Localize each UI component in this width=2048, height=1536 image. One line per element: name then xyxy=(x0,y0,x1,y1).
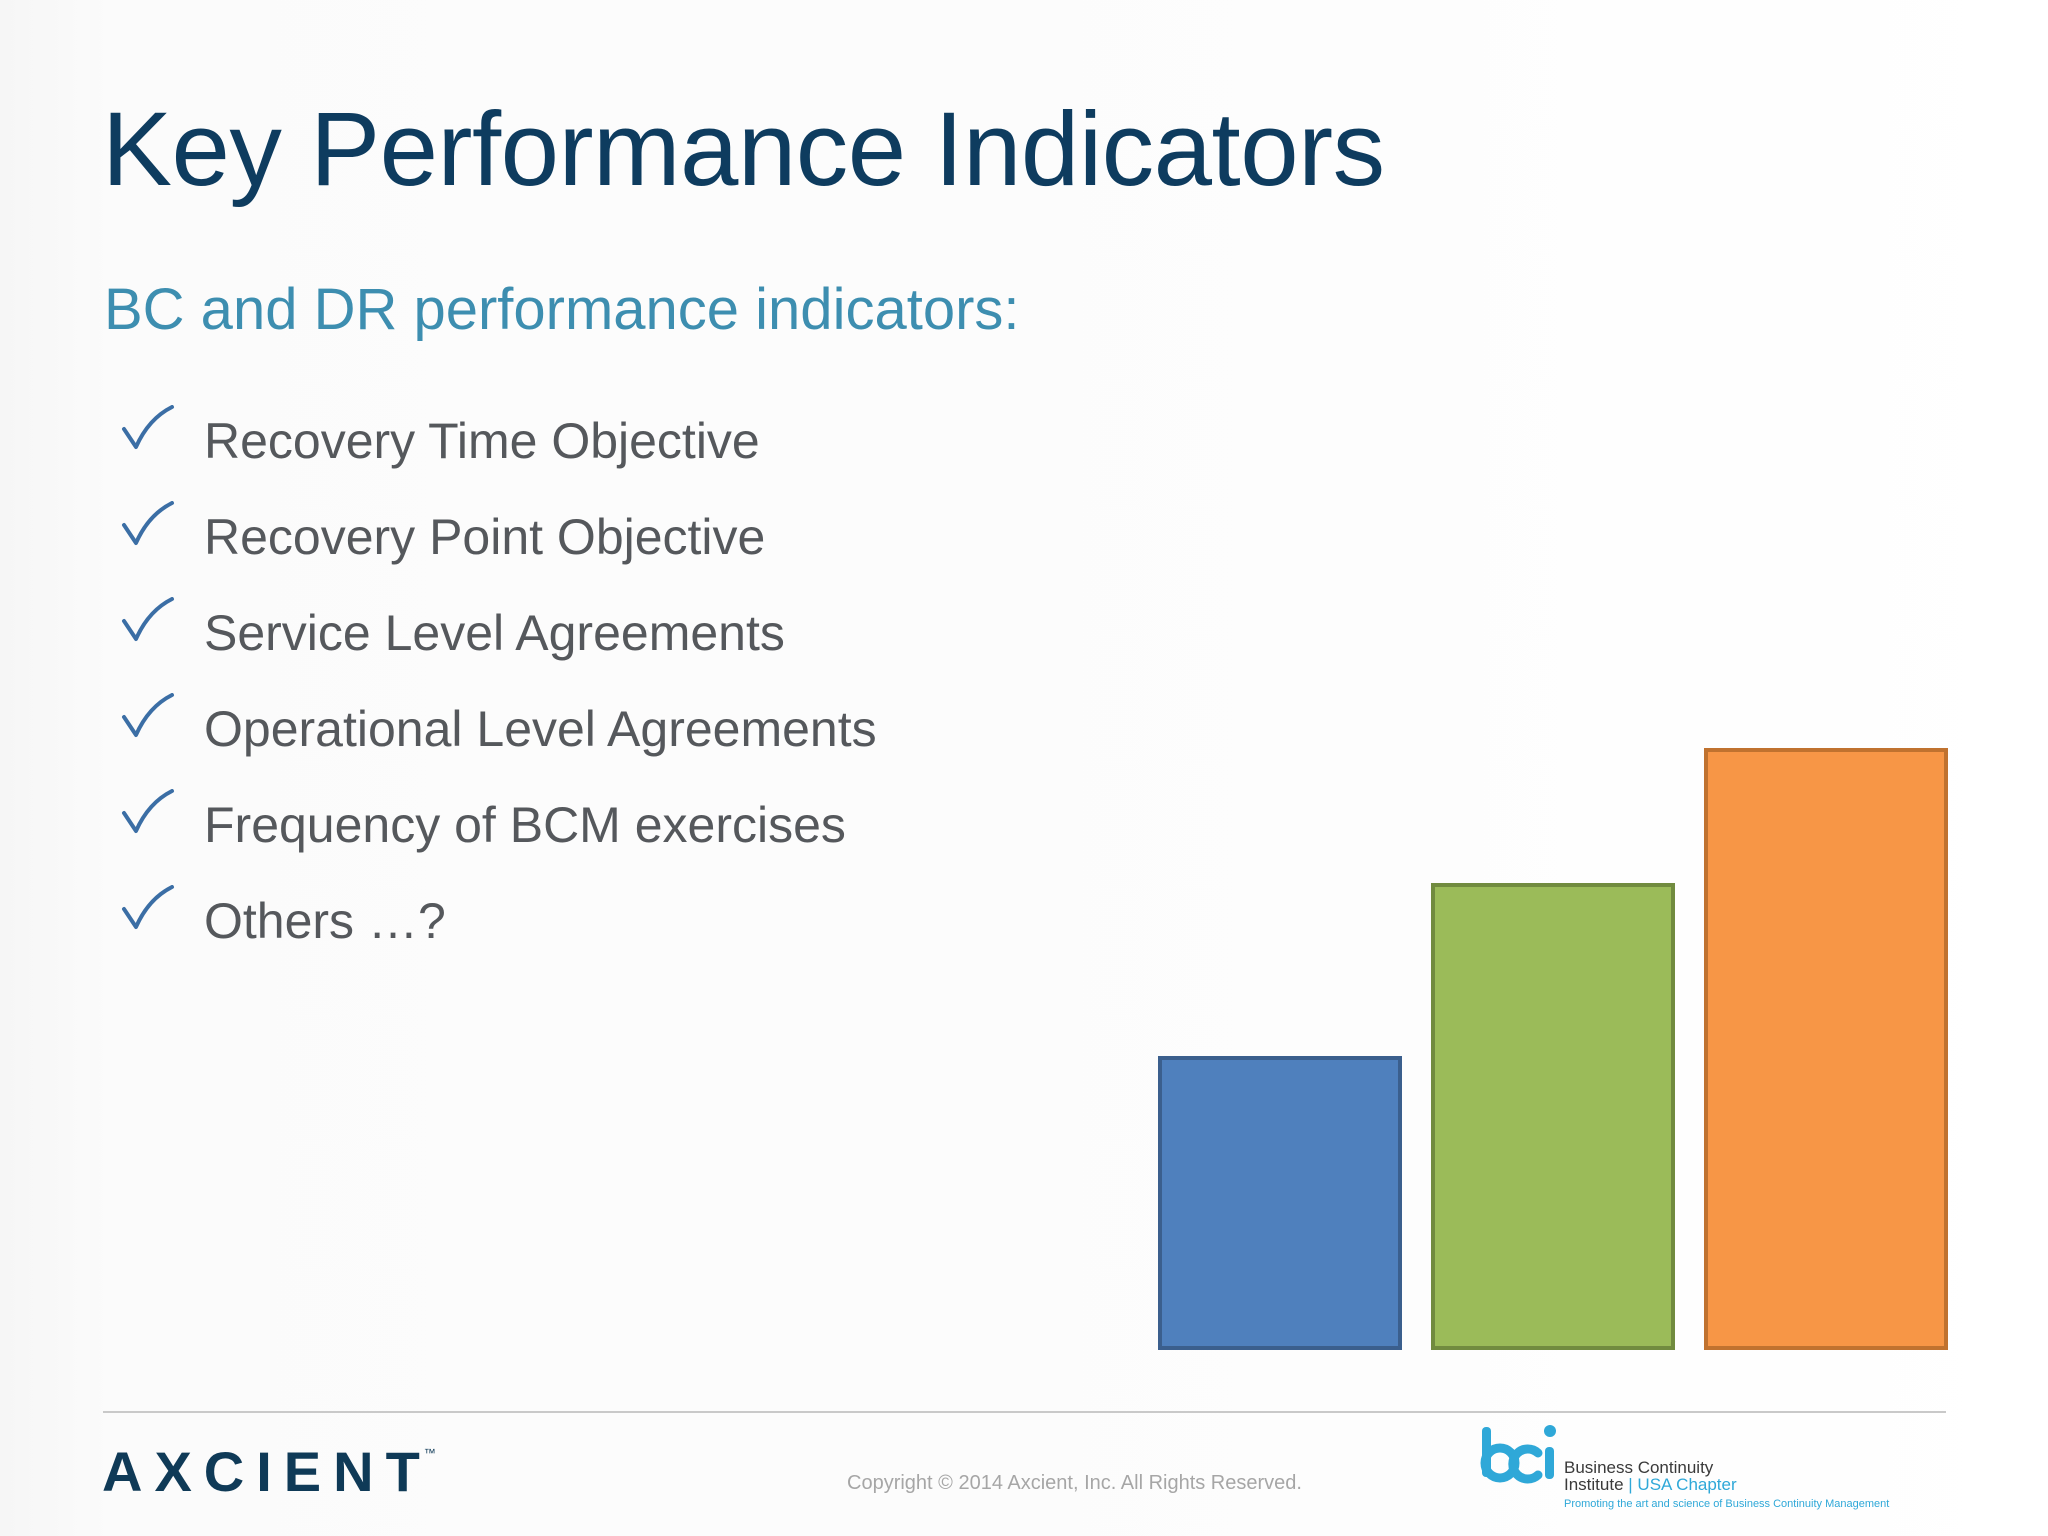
bullet-item: Service Level Agreements xyxy=(120,597,877,693)
checkmark-icon xyxy=(122,501,174,545)
axcient-logo: AXCIENT ™ xyxy=(102,1440,436,1510)
bullet-list: Recovery Time Objective Recovery Point O… xyxy=(120,405,877,981)
checkmark-icon xyxy=(122,693,174,737)
checkmark-icon xyxy=(122,789,174,833)
footer-divider xyxy=(103,1411,1946,1413)
bullet-label: Frequency of BCM exercises xyxy=(204,797,846,853)
bullet-item: Recovery Point Objective xyxy=(120,501,877,597)
bci-name-line1: Business Continuity xyxy=(1564,1458,1714,1477)
checkmark-icon xyxy=(122,597,174,641)
slide-title: Key Performance Indicators xyxy=(102,91,1385,208)
bci-separator: | xyxy=(1623,1475,1638,1494)
bar-3 xyxy=(1704,748,1948,1350)
bullet-label: Operational Level Agreements xyxy=(204,701,877,757)
bci-name-line2: Institute | USA Chapter xyxy=(1564,1476,1737,1493)
axcient-wordmark: AXCIENT xyxy=(102,1440,432,1503)
bci-chapter: USA Chapter xyxy=(1637,1475,1737,1494)
bullet-item: Frequency of BCM exercises xyxy=(120,789,877,885)
bullet-label: Recovery Time Objective xyxy=(204,413,760,469)
bullet-item: Recovery Time Objective xyxy=(120,405,877,501)
bullet-label: Service Level Agreements xyxy=(204,605,785,661)
slide-subtitle: BC and DR performance indicators: xyxy=(104,277,1020,342)
checkmark-icon xyxy=(122,405,174,449)
bar-1 xyxy=(1158,1056,1402,1350)
bar-2 xyxy=(1431,883,1675,1350)
bullet-item: Operational Level Agreements xyxy=(120,693,877,789)
bullet-item: Others …? xyxy=(120,885,877,981)
bci-institute: Institute xyxy=(1564,1475,1624,1494)
bullet-label: Others …? xyxy=(204,893,446,949)
trademark-symbol: ™ xyxy=(423,1446,436,1460)
bci-logo-icon xyxy=(1480,1425,1556,1484)
copyright-text: Copyright © 2014 Axcient, Inc. All Right… xyxy=(847,1472,1302,1494)
bci-tagline: Promoting the art and science of Busines… xyxy=(1564,1498,1890,1510)
bci-logo: Business Continuity Institute | USA Chap… xyxy=(1480,1423,1920,1513)
checkmark-icon xyxy=(122,885,174,929)
bullet-label: Recovery Point Objective xyxy=(204,509,766,565)
